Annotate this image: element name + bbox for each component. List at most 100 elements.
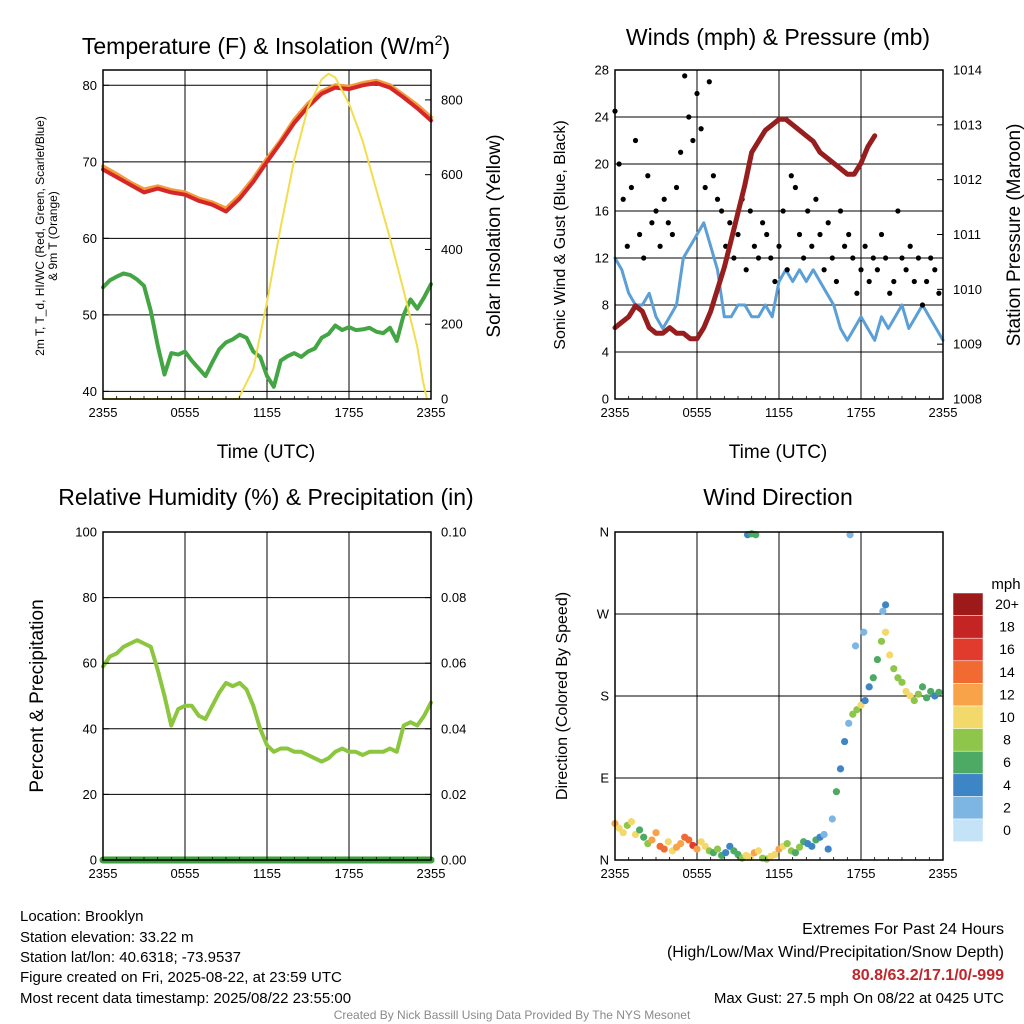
legend-swatch	[952, 615, 984, 639]
direction-point	[914, 690, 923, 698]
gust-point	[665, 220, 671, 226]
winds-panel-title: Winds (mph) & Pressure (mb)	[626, 24, 930, 50]
legend-swatch	[952, 750, 984, 775]
y-tick-label: N	[600, 853, 609, 868]
direction-point	[627, 818, 636, 826]
gust-point	[710, 173, 717, 179]
gust-point	[641, 255, 647, 261]
y-tick-label: 80	[83, 590, 97, 605]
x-tick-label: 1155	[253, 866, 281, 881]
temperature-x-axis-label: Time (UTC)	[217, 442, 316, 463]
humidity-panel: Relative Humidity (%) & Precipitation (i…	[27, 484, 474, 881]
gust-point	[788, 173, 794, 179]
direction-point	[890, 665, 898, 673]
y-tick-label: 8	[602, 298, 609, 313]
gust-point	[829, 255, 835, 261]
gust-point	[661, 196, 667, 202]
y2-tick-label: 0.06	[441, 656, 466, 671]
gust-point	[878, 231, 885, 238]
gust-point	[792, 184, 799, 191]
gust-point	[714, 196, 721, 202]
x-tick-label: 0555	[683, 866, 712, 881]
y2-tick-label: 600	[441, 167, 463, 182]
gust-point	[698, 126, 704, 132]
winds-ticks: 2355 0555 1155 1755 235504812162024281008100…	[595, 63, 982, 421]
direction-point	[836, 765, 845, 773]
legend-swatch	[952, 660, 984, 684]
winds-series	[612, 73, 945, 342]
direction-point	[648, 836, 656, 844]
gust-point	[919, 302, 926, 308]
gust-point	[764, 231, 770, 238]
y-tick-label: W	[597, 607, 610, 622]
legend-label: 8	[1003, 732, 1011, 748]
wind-speed-line	[613, 221, 945, 342]
gust-point	[669, 231, 676, 238]
legend-swatch	[952, 728, 984, 752]
legend-label: 6	[1003, 754, 1011, 770]
gust-point	[632, 137, 639, 144]
direction-point	[935, 688, 943, 696]
x-tick-label: 1755	[335, 866, 364, 881]
gust-point	[805, 208, 811, 214]
gust-point	[936, 290, 942, 296]
direction-point	[865, 683, 873, 691]
direction-point	[860, 628, 868, 636]
footer-recent: Most recent data timestamp: 2025/08/22 2…	[20, 990, 351, 1007]
winds-pressure-panel: Winds (mph) & Pressure (mb) Time (UTC) S…	[552, 24, 1024, 463]
gust-point	[837, 208, 844, 214]
y-tick-label: 40	[83, 721, 97, 736]
direction-point	[636, 826, 644, 834]
y-tick-label: 70	[83, 154, 97, 169]
direction-point	[783, 840, 791, 848]
y-tick-label: 0	[90, 853, 97, 868]
max-gust: Max Gust: 27.5 mph On 08/22 at 0425 UTC	[714, 990, 1004, 1007]
gust-point	[801, 255, 807, 261]
footer-latlon: Station lat/lon: 40.6318; -73.9537	[20, 949, 241, 966]
x-tick-label: 2355	[89, 866, 118, 881]
gust-point	[903, 267, 909, 273]
direction-point	[791, 849, 800, 857]
gust-point	[620, 196, 626, 202]
x-tick-label: 1755	[847, 405, 876, 420]
gust-point	[719, 208, 725, 214]
gust-point	[825, 220, 831, 226]
gust-point	[858, 267, 864, 273]
legend-label: 16	[999, 641, 1015, 657]
x-tick-label: 2355	[601, 866, 630, 881]
gust-point	[649, 220, 655, 226]
legend-label: 2	[1003, 799, 1011, 815]
y-tick-label: 4	[602, 345, 609, 360]
direction-point	[882, 601, 890, 609]
gust-point	[911, 278, 917, 285]
direction-point	[677, 840, 685, 848]
y2-tick-label: 400	[441, 242, 463, 257]
extremes-title: Extremes For Past 24 Hours	[802, 921, 1004, 938]
x-tick-label: 0555	[171, 866, 200, 881]
y-tick-label: 80	[83, 78, 97, 93]
y2-tick-label: 1011	[953, 227, 981, 242]
speed-color-legend: mph 20+ 18 16 14 12 10 8 6 4 2 0	[952, 576, 1021, 842]
gust-point	[850, 255, 856, 261]
x-tick-label: 2355	[417, 866, 446, 881]
y2-tick-label: 0.04	[441, 721, 466, 736]
x-tick-label: 0555	[683, 405, 712, 420]
direction-point	[869, 674, 877, 682]
y2-tick-label: 1013	[953, 117, 982, 132]
gust-point	[694, 90, 700, 97]
solar-line	[102, 72, 428, 400]
direction-point	[923, 694, 931, 702]
gust-point	[813, 196, 819, 202]
gust-point	[907, 243, 913, 249]
y2-tick-label: 0.08	[441, 590, 466, 605]
gust-point	[784, 267, 790, 273]
gust-point	[751, 243, 758, 249]
gust-point	[866, 278, 872, 285]
gust-point	[673, 184, 680, 191]
y-tick-label: 24	[595, 110, 609, 125]
wind-direction-series	[611, 530, 943, 863]
x-tick-label: 0555	[171, 405, 200, 420]
gust-point	[883, 255, 889, 261]
gust-point	[735, 231, 741, 238]
